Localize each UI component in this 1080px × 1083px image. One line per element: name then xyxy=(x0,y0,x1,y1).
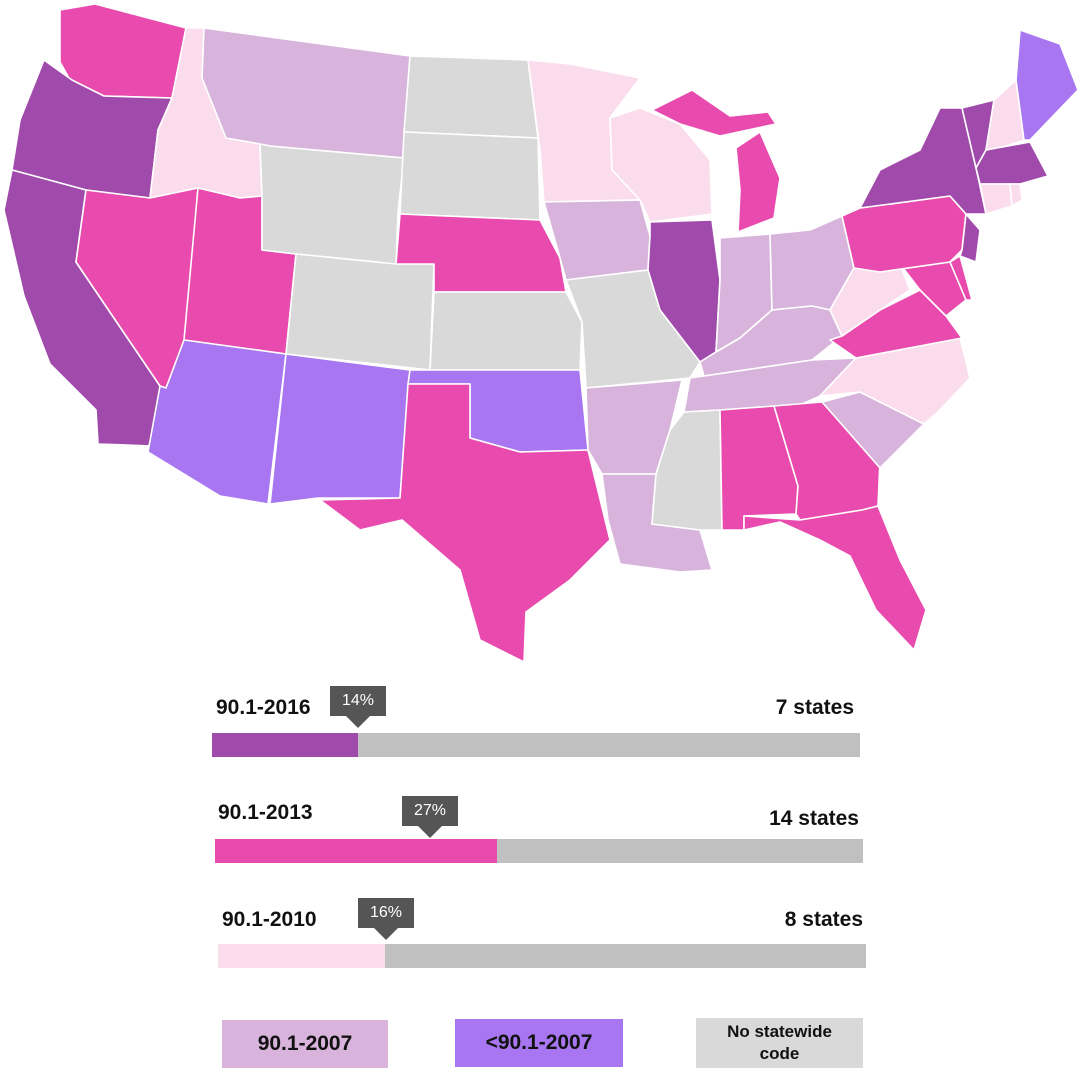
state-montana xyxy=(201,27,411,159)
bar-fill-2013 xyxy=(215,839,498,863)
legend-label: 90.1-2007 xyxy=(257,1032,353,1055)
pct-tag-2016: 14% xyxy=(330,686,386,728)
state-texas xyxy=(319,383,611,663)
legend-90-1-2007: 90.1-2007 xyxy=(222,1020,388,1068)
state-maine xyxy=(1015,29,1079,141)
legend-no-statewide-code: No statewide code xyxy=(696,1018,863,1068)
pct-tag-2013: 27% xyxy=(402,796,458,838)
state-wyoming xyxy=(259,143,405,265)
legend-label: No statewide code xyxy=(727,1021,832,1063)
state-kansas xyxy=(429,291,583,371)
bar-track-2013 xyxy=(215,839,863,863)
bar-fill-2016 xyxy=(212,733,359,757)
state-michigan-lower xyxy=(735,131,781,233)
state-wisconsin xyxy=(609,107,713,223)
legend-pre-90-1-2007: <90.1-2007 xyxy=(455,1019,623,1067)
state-michigan-upper xyxy=(651,89,777,137)
bar-track-2016 xyxy=(212,733,860,757)
state-new-jersey xyxy=(959,213,981,263)
state-connecticut xyxy=(979,183,1013,215)
state-delaware xyxy=(949,255,973,301)
state-colorado xyxy=(285,253,435,371)
state-new-mexico xyxy=(269,353,411,505)
legend-label: <90.1-2007 xyxy=(485,1031,593,1054)
bar-label-2013: 90.1-2013 xyxy=(218,801,313,824)
bar-count-2013: 14 states xyxy=(769,807,859,830)
bar-label-2016: 90.1-2016 xyxy=(216,696,311,719)
state-florida xyxy=(743,505,927,651)
bar-track-2010 xyxy=(218,944,866,968)
state-north-carolina xyxy=(819,337,971,425)
us-states-map xyxy=(3,3,1079,663)
bar-fill-2010 xyxy=(218,944,386,968)
state-south-dakota xyxy=(399,131,541,221)
bar-count-2010: 8 states xyxy=(784,908,863,931)
bar-count-2016: 7 states xyxy=(775,696,854,719)
state-rhode-island xyxy=(1009,183,1023,207)
bar-label-2010: 90.1-2010 xyxy=(222,908,317,931)
pct-tag-2010: 16% xyxy=(358,898,414,940)
state-north-dakota xyxy=(403,55,539,139)
